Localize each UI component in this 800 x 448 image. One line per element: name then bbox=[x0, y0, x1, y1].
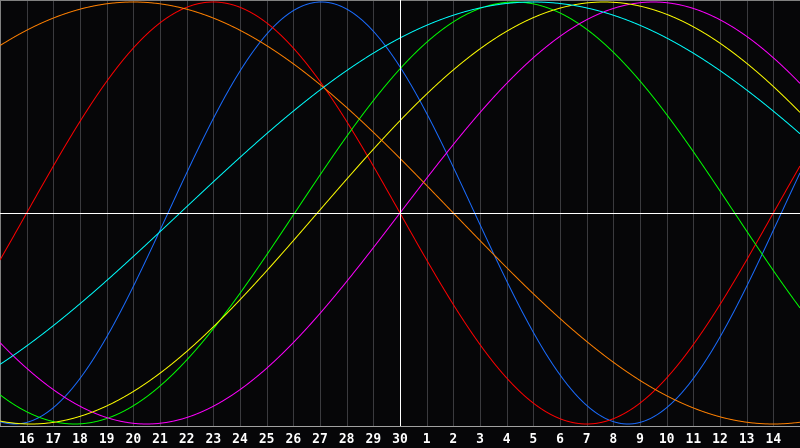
center-lines bbox=[0, 0, 800, 426]
x-tick-label: 5 bbox=[529, 432, 537, 447]
x-tick-label: 10 bbox=[659, 432, 675, 447]
x-tick-label: 17 bbox=[46, 432, 62, 447]
x-tick-label: 27 bbox=[312, 432, 328, 447]
x-tick-label: 2 bbox=[449, 432, 457, 447]
x-tick-label: 29 bbox=[366, 432, 382, 447]
x-tick-label: 19 bbox=[99, 432, 115, 447]
x-tick-label: 18 bbox=[72, 432, 88, 447]
x-tick-label: 24 bbox=[232, 432, 248, 447]
x-tick-label: 8 bbox=[609, 432, 617, 447]
x-tick-label: 6 bbox=[556, 432, 564, 447]
x-tick-label: 21 bbox=[152, 432, 168, 447]
x-tick-label: 23 bbox=[206, 432, 222, 447]
x-tick-label: 22 bbox=[179, 432, 195, 447]
x-axis-labels: 16 17 18 19 20 21 22 23 24 25 26 27 28 29 30 1 2 3 4 5 6 7 8 9 1… bbox=[19, 432, 781, 447]
x-tick-label: 20 bbox=[126, 432, 142, 447]
x-tick-label: 4 bbox=[503, 432, 511, 447]
x-tick-label: 7 bbox=[583, 432, 591, 447]
x-tick-label: 12 bbox=[712, 432, 728, 447]
x-tick-label: 9 bbox=[636, 432, 644, 447]
x-tick-label: 30 bbox=[392, 432, 408, 447]
x-tick-label: 26 bbox=[286, 432, 302, 447]
x-tick-label: 16 bbox=[19, 432, 35, 447]
x-tick-label: 11 bbox=[686, 432, 702, 447]
x-tick-label: 14 bbox=[766, 432, 782, 447]
x-tick-label: 13 bbox=[739, 432, 755, 447]
x-tick-label: 1 bbox=[423, 432, 431, 447]
x-tick-label: 28 bbox=[339, 432, 355, 447]
x-tick-label: 3 bbox=[476, 432, 484, 447]
x-tick-label: 25 bbox=[259, 432, 275, 447]
